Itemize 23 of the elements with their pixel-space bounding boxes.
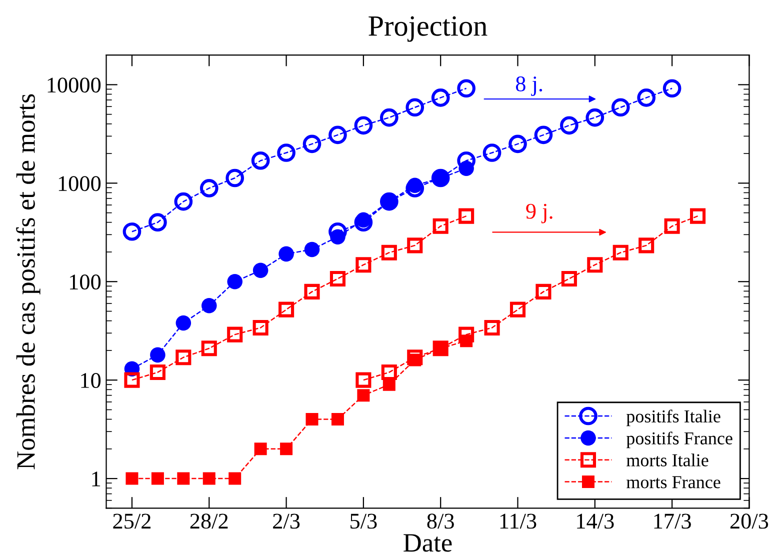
x-tick-label: 20/3 [730, 514, 768, 529]
legend-label: morts France [626, 476, 720, 488]
x-tick-label: 2/3 [273, 514, 300, 529]
y-tick-label: 1000 [58, 176, 101, 192]
y-tick-label: 10000 [48, 78, 101, 93]
legend-label: positifs Italie [626, 410, 720, 426]
y-tick-label: 10 [81, 373, 101, 388]
x-tick-label: 17/3 [654, 514, 691, 529]
x-tick-label: 5/3 [350, 514, 377, 529]
x-tick-label: 11/3 [500, 514, 536, 529]
annotation: 9 j. [526, 204, 552, 224]
chart-title: Projection [368, 16, 488, 42]
x-tick-label: 28/2 [190, 514, 228, 529]
x-tick-label: 8/3 [427, 514, 454, 529]
y-axis-title: Nombres de cas positifs et de morts [16, 94, 40, 470]
legend-label: positifs France [626, 432, 732, 448]
annotation: 8 j. [516, 76, 542, 96]
y-tick-label: 100 [70, 274, 101, 290]
x-tick-label: 25/2 [113, 514, 151, 529]
y-tick-label: 1 [92, 472, 100, 486]
legend-label: morts Italie [626, 454, 708, 466]
x-axis-title: Date [404, 534, 452, 552]
x-tick-label: 14/3 [577, 514, 614, 529]
